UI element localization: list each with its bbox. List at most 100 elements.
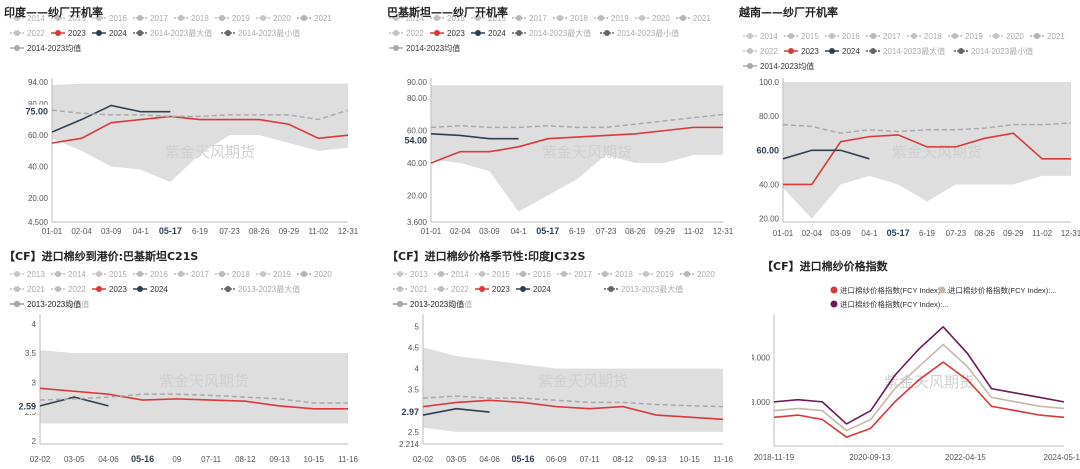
legend-label: 2019 bbox=[656, 270, 674, 279]
legend-label: 2014-2023最小值 bbox=[617, 28, 679, 38]
legend-marker bbox=[643, 271, 649, 277]
y-tick-label: 80.00 bbox=[407, 94, 428, 103]
legend-item: 2016 bbox=[471, 14, 506, 23]
legend-label: 2014-2023均值 bbox=[27, 43, 81, 53]
legend-item: 2015 bbox=[92, 270, 127, 279]
legend-label: 2017 bbox=[574, 270, 592, 279]
legend-marker bbox=[475, 30, 481, 36]
series-line bbox=[773, 361, 1065, 439]
legend-label: 2018 bbox=[570, 14, 588, 23]
legend-marker bbox=[14, 301, 20, 307]
current-value-label: 2.97 bbox=[401, 407, 419, 417]
legend-marker bbox=[938, 286, 946, 294]
x-tick-label: 05-17 bbox=[887, 228, 910, 238]
x-tick-label: 01-01 bbox=[773, 229, 794, 238]
legend-label: 2022 bbox=[406, 29, 424, 38]
legend-marker bbox=[829, 48, 835, 54]
legend-item: 2022 bbox=[434, 285, 469, 294]
legend-label: 2016 bbox=[533, 270, 551, 279]
x-tick-label: 07-23 bbox=[219, 227, 240, 236]
legend-marker bbox=[830, 286, 838, 294]
legend-marker bbox=[137, 286, 143, 292]
legend-label: 2014-2023最大值 bbox=[529, 28, 591, 38]
x-tick-label: 02-04 bbox=[450, 227, 471, 236]
legend-item: 2014 bbox=[51, 270, 86, 279]
legend-item: 2019 bbox=[948, 32, 983, 41]
legend-item: 2019 bbox=[594, 14, 629, 23]
legend-marker bbox=[178, 15, 184, 21]
chart-panel-pakistan: 巴基斯坦——纱厂开机率 2014 2015 2016 2017 2018 2019 2020… bbox=[383, 0, 733, 240]
legend-marker bbox=[520, 271, 526, 277]
series-line bbox=[430, 126, 723, 164]
series-line bbox=[39, 387, 348, 410]
legend-item: 2021 bbox=[676, 14, 711, 23]
chart-panel-fcy-index: 【CF】进口棉纱价格指数 进口棉纱价格指数(FCY Index):... 进口棉纱… bbox=[752, 250, 1080, 469]
chart-svg: 进口棉纱价格指数(FCY Index):... 进口棉纱价格指数(FCY Inde… bbox=[752, 285, 1080, 462]
legend-marker bbox=[952, 33, 958, 39]
x-tick-label: 07-23 bbox=[596, 227, 617, 236]
legend-marker bbox=[788, 48, 794, 54]
legend-label: 2013-2023均值 bbox=[27, 299, 81, 309]
legend-label: 2014-2023最大值 bbox=[150, 28, 212, 38]
x-tick-label: 09-29 bbox=[654, 227, 675, 236]
legend-label: 2015 bbox=[68, 14, 86, 23]
legend-marker bbox=[397, 301, 403, 307]
y-tick-label: 20.00 bbox=[407, 191, 428, 200]
legend-marker bbox=[598, 15, 604, 21]
chart-title: 【CF】进口棉纱价格季节性:印度JC32S bbox=[387, 250, 586, 263]
x-tick-label: 12-31 bbox=[338, 227, 358, 236]
legend-label: 2013 bbox=[27, 270, 45, 279]
y-tick-label: 80.00 bbox=[28, 100, 49, 109]
legend-label: 2022 bbox=[451, 285, 469, 294]
legend-label: 2015 bbox=[801, 32, 819, 41]
legend-marker bbox=[557, 15, 563, 21]
x-tick-label: 12-31 bbox=[1061, 229, 1080, 238]
legend-marker bbox=[561, 271, 567, 277]
x-tick-label: 08-26 bbox=[625, 227, 646, 236]
x-tick-label: 6-19 bbox=[569, 227, 586, 236]
legend-label: 进口棉纱价格指数(FCY Index):... bbox=[840, 299, 949, 309]
legend-marker bbox=[747, 33, 753, 39]
watermark: 紫金天风期货 bbox=[165, 144, 255, 161]
legend-marker bbox=[260, 15, 266, 21]
current-value-label: 60.00 bbox=[756, 145, 779, 155]
legend-item: 2022 bbox=[389, 29, 424, 38]
legend-item: 2020 bbox=[635, 14, 670, 23]
legend-marker bbox=[14, 45, 20, 51]
legend-label: 2013-2023最小值 bbox=[410, 299, 472, 309]
series-line bbox=[39, 393, 348, 404]
x-tick-label: 2024-05-16 bbox=[1044, 453, 1080, 462]
legend-label: 2019 bbox=[273, 270, 291, 279]
legend-label: 2020 bbox=[697, 270, 715, 279]
series-line bbox=[51, 104, 171, 133]
legend-item: 2013-2023均值 bbox=[393, 299, 464, 309]
legend-label: 2014-2023最小值 bbox=[238, 28, 300, 38]
legend-marker bbox=[438, 271, 444, 277]
legend-marker bbox=[393, 45, 399, 51]
x-tick-label: 6-19 bbox=[919, 229, 936, 238]
legend-marker bbox=[434, 15, 440, 21]
series-line bbox=[773, 343, 1065, 432]
legend-label: 2014 bbox=[760, 32, 778, 41]
legend-marker bbox=[219, 15, 225, 21]
y-tick-label: 3 bbox=[32, 378, 37, 387]
legend-label: 进口棉纱价格指数(FCY Index):... bbox=[840, 285, 949, 295]
legend-label: 2016 bbox=[109, 14, 127, 23]
x-tick-label: 03-09 bbox=[479, 227, 500, 236]
series-line bbox=[430, 133, 519, 140]
legend-label: 2013-2023均值 bbox=[410, 299, 464, 309]
legend-marker bbox=[788, 33, 794, 39]
y-tick-label: 40.00 bbox=[28, 162, 49, 171]
x-tick-label: 11-16 bbox=[713, 455, 733, 464]
legend-label: 2013 bbox=[410, 270, 428, 279]
legend-label: 2014-2023最小值 bbox=[971, 46, 1033, 56]
legend-marker bbox=[55, 286, 61, 292]
legend-item: 2023 bbox=[51, 29, 86, 38]
legend-item: 2020 bbox=[256, 14, 291, 23]
y-tick-label: 4.5 bbox=[408, 344, 420, 353]
watermark: 紫金天风期货 bbox=[892, 144, 982, 161]
x-tick-label: 04-1 bbox=[133, 227, 150, 236]
watermark: 紫金天风期货 bbox=[542, 144, 632, 161]
legend-marker bbox=[301, 15, 307, 21]
chart-title: 越南——纱厂开机率 bbox=[739, 6, 838, 19]
